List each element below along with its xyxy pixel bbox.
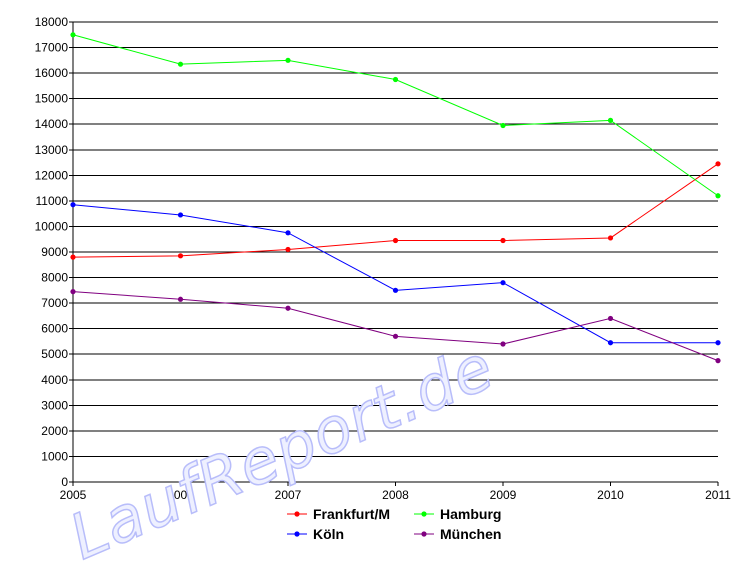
x-tick-label-2007: 2007 <box>275 488 302 502</box>
legend-marker-k-ln <box>294 531 300 537</box>
y-tick-label-14000: 14000 <box>35 117 69 131</box>
x-tick-label-2011: 2011 <box>705 488 731 502</box>
y-tick-label-12000: 12000 <box>35 168 69 182</box>
y-tick-label-16000: 16000 <box>35 66 69 80</box>
point-m-nchen-2010 <box>607 315 614 322</box>
y-tick-label-5000: 5000 <box>41 347 68 361</box>
point-frankfurt-m-2009 <box>500 237 506 244</box>
series-line-hamburg <box>72 34 719 197</box>
point-k-ln-2011 <box>715 340 721 346</box>
legend-marker-hamburg <box>421 511 427 517</box>
point-k-ln-2007 <box>285 230 291 236</box>
y-tick-label-18000: 18000 <box>35 15 69 29</box>
y-tick-label-8000: 8000 <box>41 271 68 285</box>
y-tick-label-4000: 4000 <box>41 373 68 387</box>
point-hamburg-2011 <box>715 193 721 199</box>
legend: Frankfurt/M Hamburg Köln München <box>287 506 501 542</box>
point-frankfurt-m-2007 <box>285 246 291 253</box>
point-m-nchen-2007 <box>285 305 291 311</box>
point-m-nchen-2011 <box>715 358 721 364</box>
point-k-ln-2009 <box>500 280 506 286</box>
point-hamburg-2007 <box>285 57 291 63</box>
point-frankfurt-m-2010 <box>607 235 614 241</box>
watermark: LaufReport.de <box>59 329 505 574</box>
y-tick-label-2000: 2000 <box>41 424 68 438</box>
point-m-nchen-2008 <box>392 333 399 339</box>
point-k-ln-2008 <box>392 287 399 293</box>
point-m-nchen-2006 <box>177 296 184 302</box>
point-hamburg-2009 <box>500 122 506 129</box>
y-tick-label-15000: 15000 <box>35 92 69 106</box>
point-hamburg-2008 <box>392 76 399 83</box>
point-k-ln-2006 <box>177 212 184 218</box>
legend-label-frankfurt-m: Frankfurt/M <box>313 506 390 522</box>
series-line-k-ln <box>72 204 718 344</box>
y-tick-label-11000: 11000 <box>36 194 69 208</box>
point-m-nchen-2005 <box>70 289 76 295</box>
y-tick-label-0: 0 <box>61 475 68 489</box>
y-tick-label-10000: 10000 <box>35 219 69 233</box>
y-tick-label-6000: 6000 <box>41 322 68 336</box>
legend-marker-frankfurt-m <box>294 511 300 517</box>
point-frankfurt-m-2005 <box>70 254 76 260</box>
x-axis-ticks: 2005 2006 2007 2008 2009 2010 2011 <box>60 482 731 502</box>
point-frankfurt-m-2006 <box>177 253 184 259</box>
x-tick-label-2010: 2010 <box>597 488 624 502</box>
x-tick-label-2009: 2009 <box>490 488 517 502</box>
legend-label-k-ln: Köln <box>313 526 344 542</box>
watermark-text: LaufReport.de <box>59 330 504 574</box>
y-tick-label-13000: 13000 <box>35 143 69 157</box>
point-frankfurt-m-2008 <box>392 237 399 244</box>
y-tick-label-9000: 9000 <box>41 245 68 259</box>
legend-label-hamburg: Hamburg <box>440 506 501 522</box>
point-k-ln-2010 <box>607 340 614 346</box>
point-frankfurt-m-2011 <box>715 161 721 167</box>
point-k-ln-2005 <box>70 202 76 208</box>
series-line-m-nchen <box>72 291 719 362</box>
grid-lines <box>72 21 718 483</box>
x-tick-label-2005: 2005 <box>60 488 87 502</box>
y-tick-label-1000: 1000 <box>41 449 68 463</box>
point-hamburg-2006 <box>177 61 184 67</box>
point-m-nchen-2009 <box>500 341 506 347</box>
legend-label-m-nchen: München <box>440 526 501 542</box>
point-hamburg-2005 <box>70 32 76 38</box>
x-tick-label-2008: 2008 <box>382 488 409 502</box>
series-line-frankfurt-m <box>72 163 719 258</box>
y-tick-label-3000: 3000 <box>41 398 68 412</box>
series-lines <box>70 32 721 364</box>
legend-marker-m-nchen <box>421 531 427 537</box>
y-tick-label-7000: 7000 <box>41 296 68 310</box>
x-tick-label-2006: 2006 <box>167 488 194 502</box>
y-axis-ticks: 0 1000 2000 3000 4000 5000 6000 7000 8000 9000 100… <box>35 15 73 489</box>
point-hamburg-2010 <box>607 117 614 123</box>
y-tick-label-17000: 17000 <box>35 41 69 55</box>
